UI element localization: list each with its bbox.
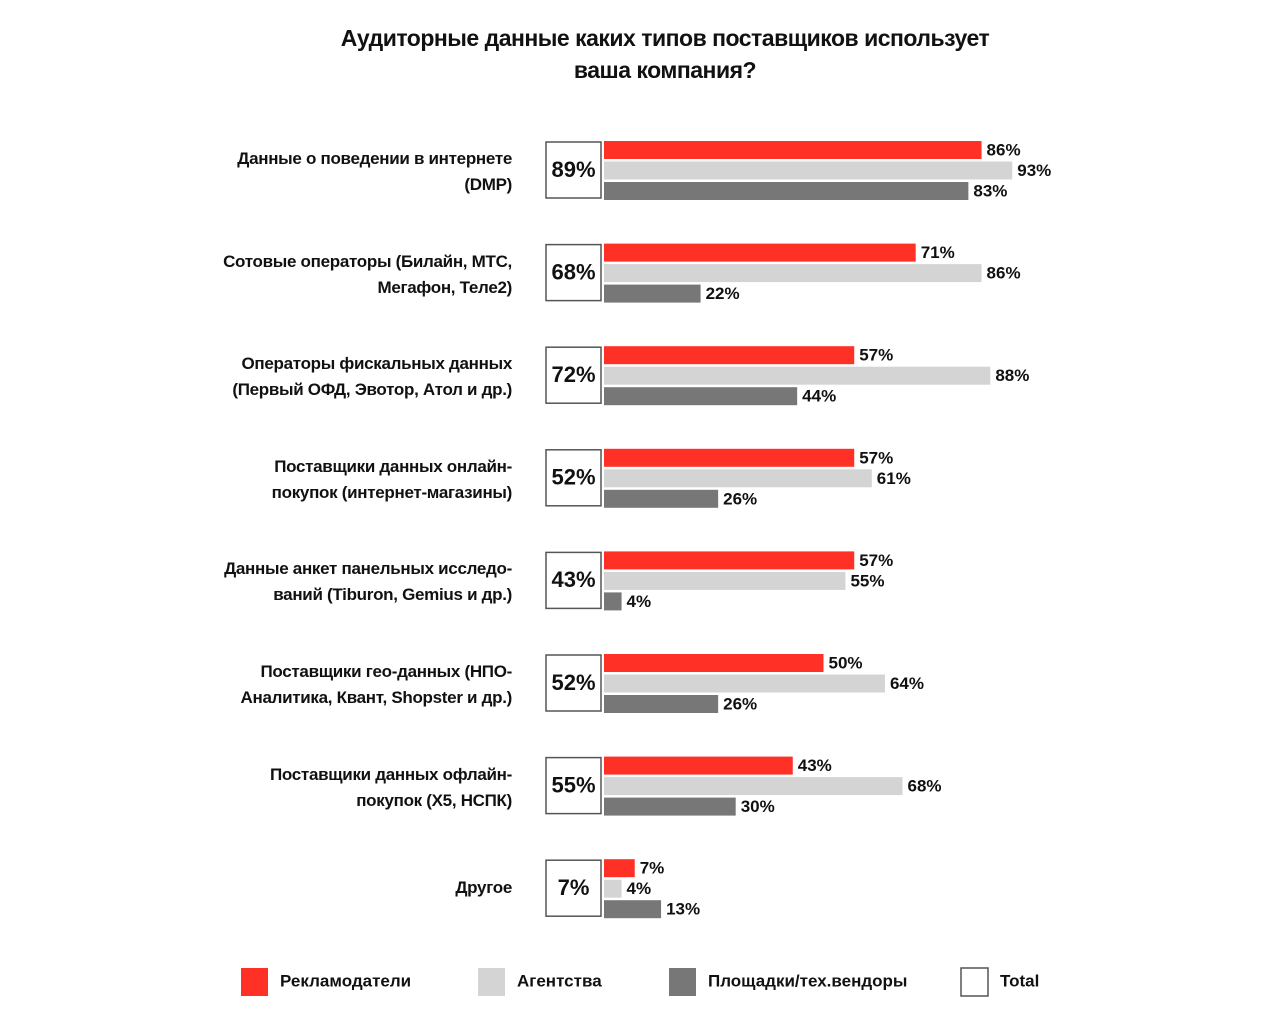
bar bbox=[604, 756, 793, 775]
total-box bbox=[545, 756, 602, 815]
total-box bbox=[545, 449, 602, 507]
legend-swatch bbox=[478, 968, 505, 996]
category-label: Операторы фискальных данных (Первый ОФД,… bbox=[232, 354, 512, 400]
legend-swatch bbox=[241, 968, 268, 996]
total-box bbox=[545, 859, 602, 917]
total-label: 43% bbox=[551, 567, 595, 592]
bar bbox=[604, 674, 885, 693]
total-label: 7% bbox=[558, 875, 590, 900]
bar bbox=[604, 592, 622, 611]
bar bbox=[604, 469, 872, 488]
total-label: 55% bbox=[551, 772, 595, 797]
value-label: 26% bbox=[723, 489, 757, 508]
total-label: 52% bbox=[551, 670, 595, 695]
bar bbox=[604, 489, 719, 508]
bar bbox=[604, 387, 798, 406]
value-label: 86% bbox=[987, 140, 1021, 159]
value-label: 86% bbox=[987, 264, 1021, 283]
value-label: 64% bbox=[890, 674, 924, 693]
category-label: Поставщики гео-данных (НПО- Аналитика, К… bbox=[240, 662, 513, 707]
bar bbox=[604, 161, 1013, 180]
total-label: 89% bbox=[551, 157, 595, 182]
legend-swatch bbox=[669, 968, 696, 996]
category-label: Данные анкет панельных исследо- ваний (T… bbox=[224, 559, 512, 605]
value-label: 44% bbox=[802, 387, 836, 406]
bar bbox=[604, 284, 701, 303]
legend-swatch bbox=[960, 967, 989, 997]
value-label: 7% bbox=[640, 859, 665, 878]
category-label: Другое bbox=[455, 878, 512, 898]
bar bbox=[604, 141, 982, 159]
bar bbox=[604, 695, 719, 713]
value-label: 57% bbox=[859, 448, 893, 467]
category-label: Сотовые операторы (Билайн, МТС, Мегафон,… bbox=[223, 251, 512, 297]
bar bbox=[604, 879, 622, 898]
total-box bbox=[545, 243, 602, 302]
value-label: 4% bbox=[627, 592, 652, 611]
category-label: Поставщики данных офлайн- покупок (Х5, Н… bbox=[270, 764, 512, 810]
value-label: 61% bbox=[877, 469, 911, 488]
value-label: 55% bbox=[850, 571, 884, 590]
bar bbox=[604, 243, 916, 262]
bar bbox=[604, 346, 855, 365]
bar bbox=[604, 797, 736, 816]
bar bbox=[604, 900, 662, 919]
legend-label: Агентства bbox=[517, 971, 602, 990]
total-label: 72% bbox=[551, 362, 595, 387]
category-label: Данные о поведении в интернете (DMP) bbox=[237, 149, 512, 194]
total-box bbox=[545, 654, 602, 712]
value-label: 68% bbox=[908, 777, 942, 796]
value-label: 93% bbox=[1017, 161, 1051, 180]
legend-label: Рекламодатели bbox=[280, 971, 411, 990]
value-label: 43% bbox=[798, 756, 832, 775]
value-label: 4% bbox=[627, 879, 652, 898]
total-box bbox=[545, 141, 602, 199]
value-label: 50% bbox=[829, 653, 863, 672]
bar bbox=[604, 571, 846, 590]
total-box bbox=[545, 346, 602, 404]
value-label: 71% bbox=[921, 243, 955, 262]
value-label: 30% bbox=[741, 797, 775, 816]
bar bbox=[604, 264, 982, 283]
value-label: 13% bbox=[666, 900, 700, 919]
total-box bbox=[545, 551, 602, 610]
value-label: 26% bbox=[723, 694, 757, 713]
category-label: Поставщики данных онлайн- покупок (интер… bbox=[271, 456, 513, 502]
value-label: 57% bbox=[859, 346, 893, 365]
bar bbox=[604, 654, 824, 672]
value-label: 57% bbox=[859, 551, 893, 570]
bar bbox=[604, 182, 969, 200]
value-label: 88% bbox=[995, 366, 1029, 385]
bar bbox=[604, 366, 991, 385]
value-label: 83% bbox=[973, 181, 1007, 200]
bar bbox=[604, 448, 855, 467]
chart-title: Аудиторные данные каких типов поставщико… bbox=[340, 25, 990, 83]
legend-label: Площадки/тех.вендоры bbox=[708, 971, 907, 990]
legend-label: Total bbox=[1000, 971, 1039, 990]
total-label: 52% bbox=[551, 465, 595, 490]
bar bbox=[604, 859, 635, 878]
value-label: 22% bbox=[706, 284, 740, 303]
total-label: 68% bbox=[551, 259, 595, 284]
bar bbox=[604, 551, 855, 570]
bar bbox=[604, 777, 903, 796]
